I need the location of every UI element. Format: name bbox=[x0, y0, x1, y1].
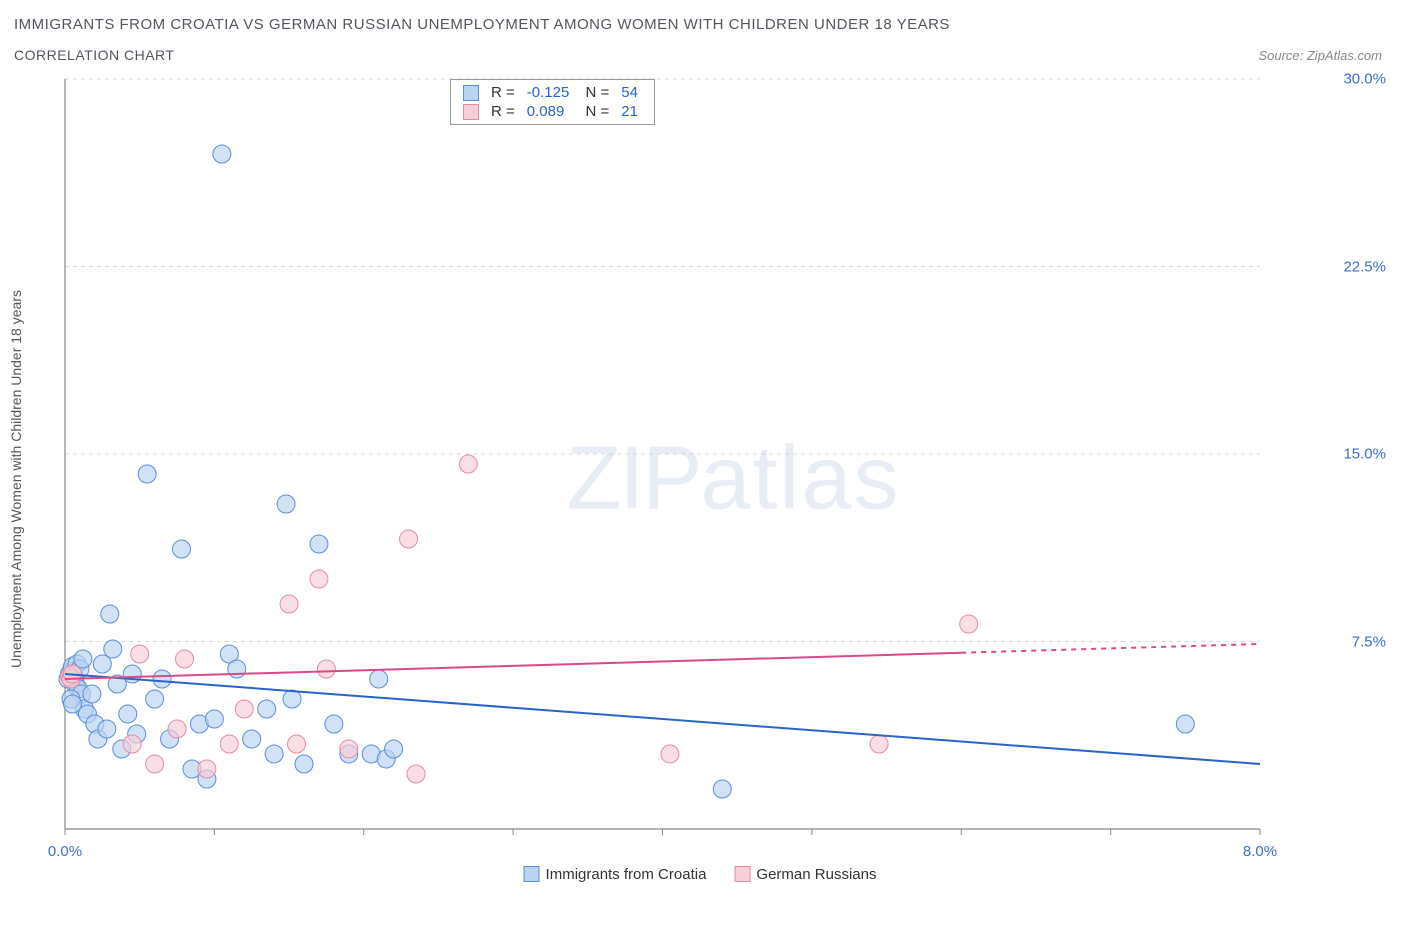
r-label: R = bbox=[485, 83, 521, 102]
scatter-chart bbox=[10, 69, 1320, 859]
legend-item: German Russians bbox=[734, 866, 876, 883]
stats-table: R =-0.125 N =54R =0.089 N =21 bbox=[457, 83, 644, 121]
x-tick-label: 0.0% bbox=[48, 843, 82, 860]
r-value: 0.089 bbox=[521, 102, 576, 121]
legend-swatch bbox=[734, 866, 750, 882]
legend-label: German Russians bbox=[756, 866, 876, 883]
source-attribution: Source: ZipAtlas.com bbox=[1258, 48, 1382, 63]
n-value: 21 bbox=[615, 102, 644, 121]
y-tick-label: 15.0% bbox=[1343, 446, 1386, 463]
legend-swatch bbox=[524, 866, 540, 882]
legend-label: Immigrants from Croatia bbox=[546, 866, 707, 883]
correlation-stats-box: R =-0.125 N =54R =0.089 N =21 bbox=[450, 79, 655, 125]
x-tick-label: 8.0% bbox=[1243, 843, 1277, 860]
r-label: R = bbox=[485, 102, 521, 121]
y-tick-label: 30.0% bbox=[1343, 71, 1386, 88]
y-tick-label: 22.5% bbox=[1343, 258, 1386, 275]
y-axis-label: Unemployment Among Women with Children U… bbox=[8, 290, 24, 668]
r-value: -0.125 bbox=[521, 83, 576, 102]
legend-item: Immigrants from Croatia bbox=[524, 866, 707, 883]
legend-swatch bbox=[463, 104, 479, 120]
n-value: 54 bbox=[615, 83, 644, 102]
chart-subtitle: CORRELATION CHART bbox=[14, 47, 174, 63]
stats-row: R =0.089 N =21 bbox=[457, 102, 644, 121]
y-tick-label: 7.5% bbox=[1352, 633, 1386, 650]
legend-swatch bbox=[463, 85, 479, 101]
subtitle-row: CORRELATION CHART Source: ZipAtlas.com bbox=[14, 47, 1382, 63]
n-label: N = bbox=[575, 102, 615, 121]
series-legend: Immigrants from Croatia German Russians bbox=[524, 866, 877, 883]
chart-container: Unemployment Among Women with Children U… bbox=[10, 69, 1390, 889]
chart-title: IMMIGRANTS FROM CROATIA VS GERMAN RUSSIA… bbox=[14, 16, 1386, 33]
stats-row: R =-0.125 N =54 bbox=[457, 83, 644, 102]
n-label: N = bbox=[575, 83, 615, 102]
